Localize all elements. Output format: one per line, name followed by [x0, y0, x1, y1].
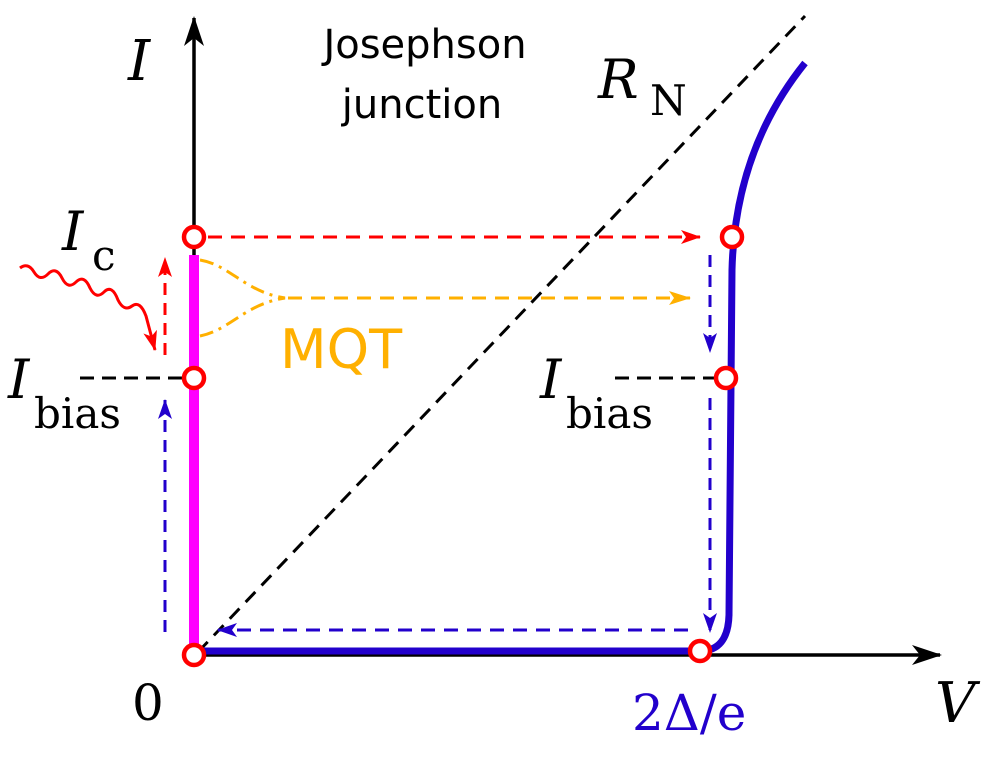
bias-current-subscript-left: bias [34, 389, 121, 438]
marker-gap-voltage [687, 638, 713, 664]
origin-label: 0 [132, 674, 164, 732]
normal-resistance-line [196, 14, 807, 654]
marker-switched [719, 224, 745, 250]
gap-voltage-label: 2Δ/e [632, 684, 746, 742]
marker-critical-current [181, 224, 207, 250]
marker-bias-right [713, 365, 739, 391]
title-line2: junction [341, 82, 502, 128]
mqt-label: MQT [280, 318, 403, 381]
marker-bias-left [181, 365, 207, 391]
bias-current-label-left: I [7, 348, 31, 411]
current-axis-label: I [127, 29, 152, 94]
voltage-axis-label: V [935, 671, 981, 736]
critical-current-subscript: c [92, 231, 116, 280]
title-line1: Josephson [320, 22, 526, 68]
state-markers [181, 224, 745, 668]
marker-origin [181, 642, 207, 668]
normal-resistance-label: R [597, 48, 639, 111]
normal-resistance-subscript: N [650, 76, 687, 125]
bias-current-subscript-right: bias [566, 389, 653, 438]
photon-wavy-arrow [19, 264, 157, 351]
critical-current-label: I [61, 200, 85, 263]
bias-current-label-right: I [539, 348, 563, 411]
mqt-wavefunction [199, 258, 286, 338]
